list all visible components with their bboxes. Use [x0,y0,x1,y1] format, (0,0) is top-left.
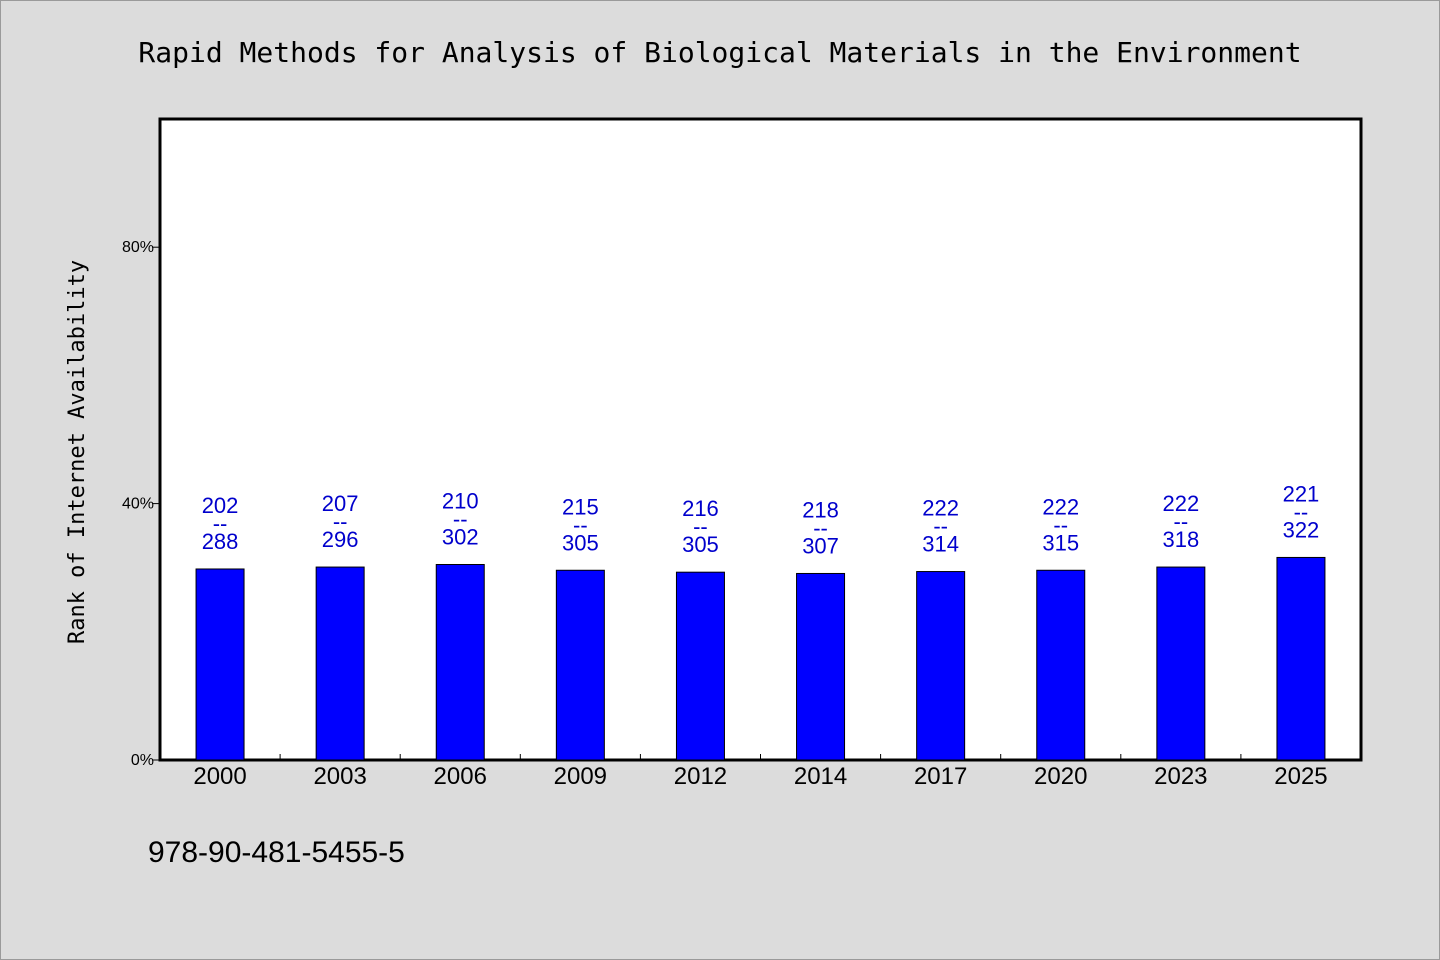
bar[interactable] [796,572,846,761]
x-tick-label: 2012 [674,763,727,790]
isbn-text: 978-90-481-5455-5 [148,836,405,869]
bar[interactable] [1276,556,1326,761]
bar-label-bottom: 314 [922,532,959,557]
bar-label-separator: -- [933,514,948,539]
bar-label-top: 207 [322,491,359,516]
bar-label-separator: -- [813,515,828,540]
x-tick-label: 2014 [794,763,847,790]
bar-label-top: 218 [802,497,839,522]
bar[interactable] [1036,569,1086,761]
bar-label-bottom: 305 [562,530,599,555]
x-tick-label: 2020 [1034,763,1087,790]
axis-ticks: 0% 40% 80% [122,239,1242,769]
bar-label-top: 215 [562,494,599,519]
bar-label-separator: -- [693,514,708,539]
bar-label-top: 210 [442,488,479,513]
bar[interactable] [675,571,725,761]
x-tick-label: 2009 [554,763,607,790]
bar-label-top: 221 [1283,481,1320,506]
x-tick-label: 2025 [1274,763,1327,790]
bar[interactable] [315,566,365,761]
bar-label-bottom: 288 [202,529,239,554]
bar-label-top: 222 [922,496,959,521]
bars [195,556,1326,761]
bar-label-separator: -- [333,509,348,534]
bar-label-bottom: 305 [682,532,719,557]
bar-label-bottom: 296 [322,527,359,552]
bar-labels: 2000288--2022003296--2072006302--2102009… [193,481,1327,790]
bar-label-bottom: 322 [1283,517,1320,542]
bar-label-bottom: 318 [1162,527,1199,552]
y-tick-label: 40% [122,496,154,513]
x-tick-label: 2006 [434,763,487,790]
bar-label-top: 202 [202,493,239,518]
bar-label-bottom: 302 [442,524,479,549]
x-tick-label: 2000 [193,763,246,790]
bar-label-separator: -- [1053,512,1068,537]
bar-label-separator: -- [1294,499,1309,524]
bar-label-top: 222 [1162,491,1199,516]
bar-label-separator: -- [213,511,228,536]
x-tick-label: 2023 [1154,763,1207,790]
bar[interactable] [195,568,245,761]
bar-label-separator: -- [453,506,468,531]
bar[interactable] [435,563,485,761]
bar-label-bottom: 315 [1042,530,1079,555]
y-tick-label: 80% [122,239,154,256]
bar[interactable] [916,571,966,761]
bar-label-separator: -- [573,512,588,537]
y-axis-label: Rank of Internet Availability [65,260,90,644]
bar-label-separator: -- [1174,509,1189,534]
bar-label-top: 216 [682,496,719,521]
bar-label-top: 222 [1042,494,1079,519]
x-tick-label: 2017 [914,763,967,790]
x-tick-label: 2003 [313,763,366,790]
chart-title: Rapid Methods for Analysis of Biological… [138,36,1301,69]
bar[interactable] [1156,566,1206,761]
y-tick-label: 0% [131,752,154,769]
bar[interactable] [555,569,605,761]
bar-label-bottom: 307 [802,533,839,558]
